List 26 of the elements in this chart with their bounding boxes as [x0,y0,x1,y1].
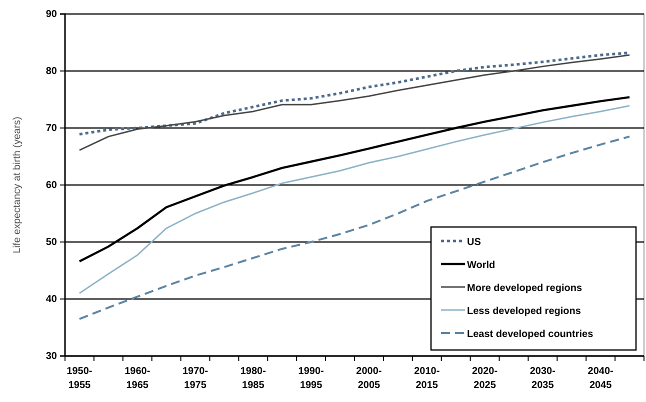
x-tick-label: 1970-1975 [182,366,208,391]
line-series [78,136,631,320]
x-tick-label: 2030-2035 [530,366,556,391]
y-axis-title: Life expectancy at birth (years) [12,116,23,254]
legend-label: More developed regions [467,283,582,294]
legend-label: World [467,260,496,271]
line-series [78,54,630,151]
x-tick-label: 1990-1995 [298,366,324,391]
x-tick-label: 1950-1955 [66,366,92,391]
y-tick-label: 60 [46,180,58,192]
legend-label: Least developed countries [467,329,594,340]
x-tick-label: 2040-2045 [588,366,614,391]
x-tick-label: 1960-1965 [124,366,150,391]
x-tick-label: 2000-2005 [356,366,382,391]
y-tick-label: 30 [46,351,58,362]
x-tick-label: 1980-1985 [240,366,266,391]
y-tick-label: 50 [46,237,58,248]
y-tick-label: 90 [46,9,58,20]
y-tick-label: 70 [46,123,58,134]
line-series [78,105,630,294]
legend-label: Less developed regions [467,306,582,317]
x-tick-label: 2010-2015 [414,366,440,391]
x-tick-label: 2020-2025 [472,366,498,391]
y-tick-label: 40 [46,294,58,306]
y-tick-label: 80 [46,66,58,78]
legend-label: US [467,237,482,248]
